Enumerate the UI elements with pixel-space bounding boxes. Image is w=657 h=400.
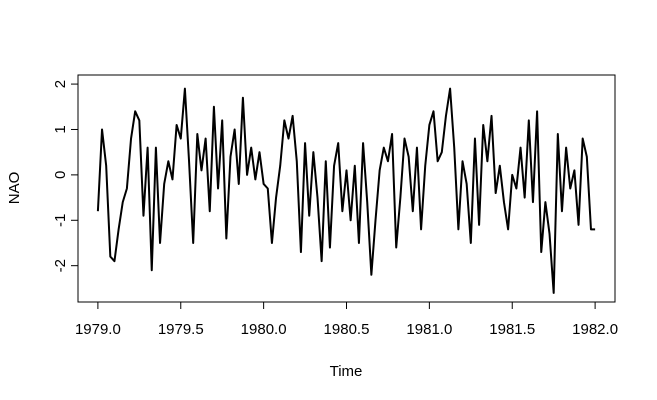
x-tick-label: 1981.5 <box>489 321 535 338</box>
x-tick-label: 1980.5 <box>324 321 370 338</box>
x-tick-label: 1982.0 <box>572 321 618 338</box>
x-tick-label: 1981.0 <box>406 321 452 338</box>
x-tick-label: 1979.5 <box>158 321 204 338</box>
series-line <box>96 87 596 294</box>
x-tick-label: 1980.0 <box>241 321 287 338</box>
y-tick-label: -1 <box>52 214 69 227</box>
y-tick-label: 2 <box>52 80 69 88</box>
x-axis-label: Time <box>330 363 363 380</box>
y-tick-label: 1 <box>52 125 69 133</box>
y-tick-label: -2 <box>52 259 69 272</box>
y-tick-label: 0 <box>52 171 69 179</box>
y-axis-label: NAO <box>6 172 23 205</box>
x-tick-label: 1979.0 <box>75 321 121 338</box>
